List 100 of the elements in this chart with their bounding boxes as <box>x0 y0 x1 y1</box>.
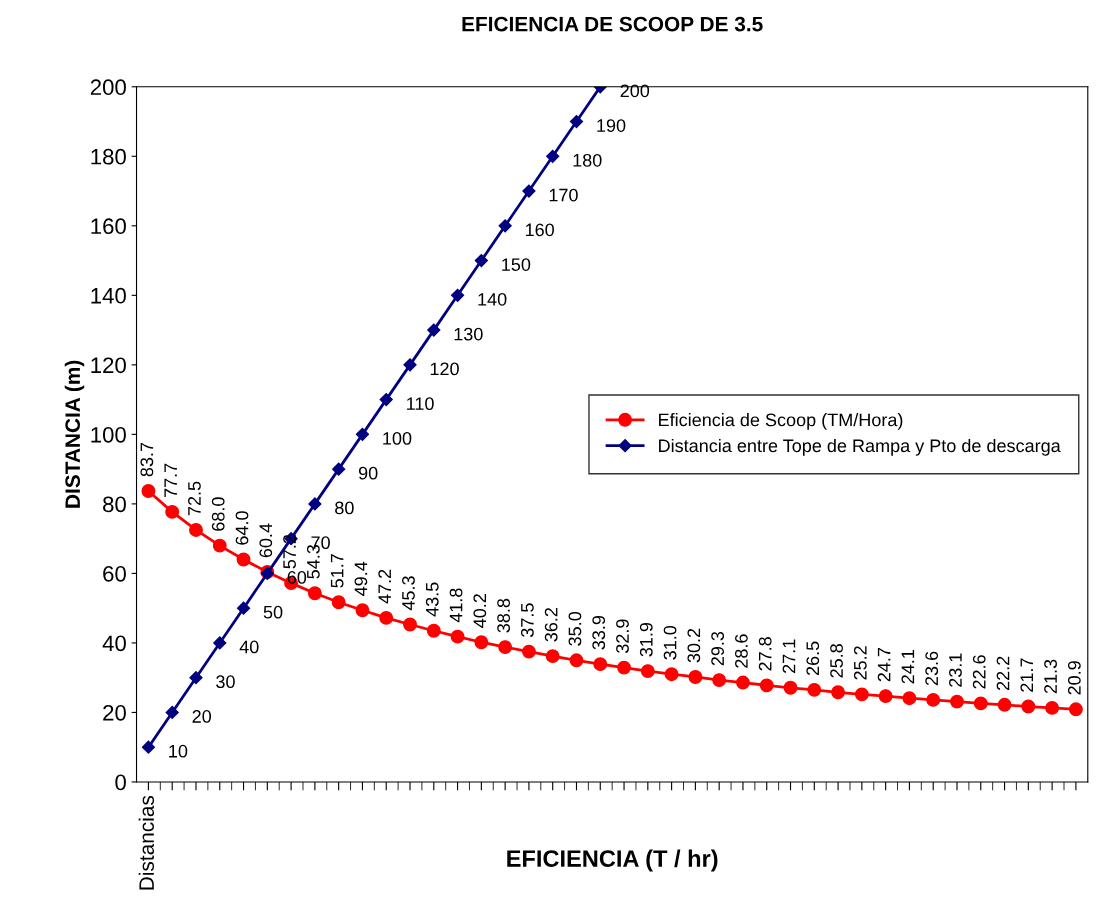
x-axis-title: EFICIENCIA (T / hr) <box>507 849 718 872</box>
point <box>759 678 774 693</box>
data-label: 130 <box>454 327 483 341</box>
data-label: 25.8 <box>830 644 843 678</box>
point <box>736 675 750 690</box>
point <box>878 689 893 704</box>
data-label: 49.4 <box>354 561 368 596</box>
point <box>307 586 322 601</box>
data-label: 24.1 <box>901 650 915 684</box>
y-tick-label: 140 <box>91 287 126 304</box>
point <box>545 649 560 664</box>
point <box>926 692 941 707</box>
data-label: 51.7 <box>330 554 344 588</box>
y-axis-title: DISTANCIA (m) <box>64 360 85 508</box>
data-label: 31.0 <box>663 625 677 660</box>
point <box>379 393 393 407</box>
point <box>997 697 1012 712</box>
data-label: 33.9 <box>592 615 606 650</box>
data-label: 10 <box>169 744 188 758</box>
point <box>569 114 584 129</box>
data-label: 27.1 <box>782 639 796 673</box>
point <box>212 538 227 553</box>
data-label: 60.4 <box>259 523 273 558</box>
point <box>1045 700 1060 715</box>
data-label: 25.2 <box>853 646 867 680</box>
point <box>593 657 608 672</box>
y-tick-label: 80 <box>103 496 126 513</box>
point <box>664 667 679 682</box>
y-tick-label: 20 <box>103 704 126 721</box>
point <box>546 149 560 163</box>
data-label: 57.2 <box>283 535 296 569</box>
data-label: 30 <box>216 675 235 689</box>
y-tick-label: 160 <box>91 218 126 235</box>
y-tick-label: 200 <box>90 79 126 96</box>
point <box>1021 699 1036 714</box>
data-label: 29.3 <box>711 631 725 666</box>
data-label: 100 <box>383 431 412 445</box>
point <box>522 184 536 198</box>
data-label: 28.6 <box>735 634 748 668</box>
data-label: 90 <box>358 466 378 480</box>
data-label: 64.0 <box>235 511 249 545</box>
point <box>450 629 465 644</box>
data-label: 43.5 <box>425 582 439 617</box>
data-label: 26.5 <box>806 641 820 676</box>
y-tick-label: 60 <box>103 565 126 582</box>
point <box>712 673 727 688</box>
data-label: 22.6 <box>972 655 986 689</box>
point <box>403 358 417 372</box>
y-tick-label: 0 <box>115 774 126 791</box>
legend-label: Eficiencia de Scoop (TM/Hora) <box>659 413 903 430</box>
point <box>403 617 417 632</box>
point <box>236 552 251 567</box>
data-label: 27.8 <box>758 637 772 671</box>
data-label: 40.2 <box>473 594 487 628</box>
data-label: 40 <box>239 640 259 654</box>
point <box>355 427 370 441</box>
data-label: 77.7 <box>164 463 177 498</box>
data-label: 20.9 <box>1067 661 1081 695</box>
point <box>141 740 156 754</box>
data-label: 41.8 <box>449 588 463 623</box>
point <box>474 253 488 268</box>
point <box>236 601 251 615</box>
y-tick-label: 120 <box>91 357 126 374</box>
point <box>1068 702 1083 717</box>
chart-title: EFICIENCIA DE SCOOP DE 3.5 <box>462 16 763 32</box>
point <box>474 635 489 650</box>
data-label: 80 <box>335 501 354 515</box>
data-label: 83.7 <box>140 442 154 477</box>
point <box>973 696 988 711</box>
point <box>569 653 584 668</box>
point <box>521 644 536 659</box>
point <box>783 680 798 695</box>
data-label: 23.1 <box>949 653 962 687</box>
data-label: 38.8 <box>497 598 510 633</box>
point <box>141 484 156 498</box>
point <box>450 288 465 302</box>
data-label: 150 <box>502 258 531 271</box>
point <box>617 660 631 675</box>
point <box>355 603 370 618</box>
point <box>426 623 441 638</box>
point <box>308 497 322 511</box>
x-tick-label: Distancias <box>138 795 155 890</box>
data-label: 50 <box>263 605 283 619</box>
data-label: 140 <box>478 292 507 306</box>
y-tick-label: 40 <box>102 635 126 652</box>
data-label: 45.3 <box>402 576 415 611</box>
data-label: 21.3 <box>1044 659 1057 694</box>
data-label: 30.2 <box>687 628 701 663</box>
data-label: 20 <box>192 710 212 723</box>
point <box>688 670 703 684</box>
point <box>854 687 869 702</box>
data-label: 23.6 <box>925 651 939 686</box>
data-label: 68.0 <box>211 497 225 531</box>
point <box>332 462 346 476</box>
point <box>950 694 964 709</box>
point <box>427 323 441 337</box>
point <box>331 595 346 610</box>
data-label: 110 <box>407 397 434 411</box>
y-tick-label: 100 <box>91 426 126 443</box>
data-label: 200 <box>620 84 650 98</box>
